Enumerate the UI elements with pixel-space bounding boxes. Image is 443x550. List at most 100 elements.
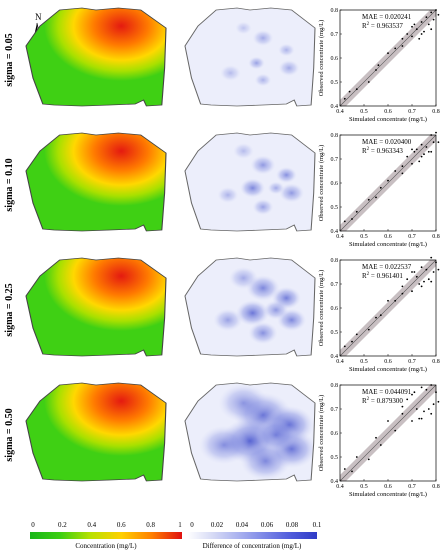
y-tick-label: 0.8: [331, 383, 339, 389]
data-point: [418, 160, 421, 163]
data-point: [375, 69, 377, 71]
data-point: [355, 456, 358, 458]
difference-colorbar-gradient: [187, 532, 317, 539]
data-point: [401, 412, 404, 415]
y-tick-label: 0.7: [331, 407, 339, 413]
x-axis-title: Simulated concentrate (mg/L): [349, 491, 427, 498]
difference-map-outline: [184, 132, 316, 232]
difference-hotspot: [220, 65, 241, 81]
x-tick-label: 0.8: [432, 109, 440, 115]
data-point: [427, 23, 430, 26]
difference-hotspot: [248, 56, 265, 70]
data-point: [406, 155, 409, 158]
concentration-map-outline: [25, 7, 167, 107]
data-point: [401, 405, 404, 408]
data-point: [418, 37, 421, 40]
identity-line: [339, 259, 437, 357]
y-tick-label: 0.8: [331, 258, 339, 264]
y-tick-label: 0.8: [331, 8, 339, 14]
r2-superscript: 2: [367, 22, 370, 27]
data-point: [420, 155, 423, 158]
y-tick-label: 0.6: [331, 431, 339, 437]
r2-label: R2 = 0.879300: [362, 397, 403, 405]
difference-hotspot: [276, 167, 297, 183]
scatter-plot: 0.4 0.5 0.6 0.7 0.8 0.4 0.5 0.6 0.7 0.8 Simulated …: [318, 383, 440, 498]
concentration-colorbar-tick: 0: [31, 521, 35, 529]
data-point: [406, 398, 409, 401]
data-point: [411, 290, 413, 293]
mae-label: MAE = 0.022537: [362, 263, 412, 271]
x-tick-label: 0.6: [384, 109, 392, 115]
x-tick-label: 0.5: [360, 359, 368, 365]
data-point: [437, 13, 440, 16]
x-tick-label: 0.8: [432, 234, 440, 240]
concentration-map: [26, 258, 166, 357]
data-point: [411, 162, 413, 165]
data-point: [343, 220, 346, 223]
row-1: sigma = 0.050.4 0.5 0.6 0.7 0.80.40.50.60.70…: [4, 7, 440, 123]
concentration-colorbar-tick: 0.8: [146, 521, 155, 529]
data-point: [432, 18, 435, 21]
data-point: [351, 470, 353, 473]
difference-colorbar-tick: 0: [190, 521, 194, 529]
data-point: [415, 408, 418, 410]
row-label: sigma = 0.25: [4, 283, 15, 336]
data-point: [343, 97, 346, 100]
x-tick-label: 0.4: [336, 359, 344, 365]
scatter-plot: 0.4 0.5 0.6 0.7 0.8 0.4 0.5 0.6 0.7 0.8 Simulated …: [318, 8, 440, 123]
north-label: N: [35, 12, 42, 22]
difference-hotspot: [218, 383, 269, 423]
data-point: [413, 23, 416, 26]
concentration-map: [26, 133, 166, 232]
data-point: [411, 420, 413, 422]
data-point: [418, 417, 421, 420]
concentration-map-hotspot: [26, 133, 166, 232]
data-point: [401, 37, 404, 40]
x-tick-label: 0.5: [360, 109, 368, 115]
x-axis-title: Simulated concentrate (mg/L): [349, 241, 427, 248]
data-point: [415, 28, 418, 31]
x-tick-label: 0.5: [360, 484, 368, 490]
concentration-map-hotspot: [26, 8, 166, 107]
row-label: sigma = 0.10: [4, 158, 15, 211]
data-point: [367, 198, 370, 201]
row-label: sigma = 0.05: [4, 33, 15, 86]
data-point: [367, 458, 370, 461]
difference-map: [185, 383, 315, 482]
data-point: [427, 150, 430, 153]
y-tick-label: 0.8: [331, 133, 339, 139]
difference-hotspot: [263, 300, 289, 320]
mae-label: MAE = 0.020400: [362, 138, 412, 146]
data-point: [401, 165, 404, 168]
data-point: [430, 28, 433, 31]
r2-superscript: 2: [367, 147, 370, 152]
identity-line: [339, 9, 437, 107]
data-point: [415, 275, 418, 278]
data-point: [420, 33, 423, 35]
data-point: [425, 388, 428, 391]
r2-value: = 0.961401: [369, 272, 403, 280]
y-tick-label: 0.7: [331, 282, 339, 288]
data-point: [367, 81, 370, 83]
data-point: [432, 141, 435, 144]
data-point: [430, 384, 433, 386]
difference-hotspot: [252, 199, 274, 215]
data-point: [435, 261, 437, 264]
identity-line: [339, 134, 437, 232]
data-point: [420, 266, 423, 269]
x-tick-label: 0.6: [384, 484, 392, 490]
concentration-colorbar-tick: 0.6: [117, 521, 126, 529]
difference-hotspot: [278, 60, 300, 76]
difference-hotspot: [255, 419, 297, 451]
mae-label: MAE = 0.020241: [362, 13, 412, 21]
x-axis-title: Simulated concentrate (mg/L): [349, 116, 427, 123]
r2-value: = 0.963343: [369, 147, 403, 155]
concentration-map-outline: [25, 382, 167, 482]
data-point: [425, 146, 428, 148]
difference-map-base: [185, 8, 315, 107]
y-axis-title: Observed concentrate (mg/L): [318, 20, 325, 97]
r2-value: = 0.963537: [369, 22, 403, 30]
scatter-plot: 0.4 0.5 0.6 0.7 0.8 0.4 0.5 0.6 0.7 0.8 Simulated …: [318, 131, 440, 248]
difference-colorbar: 0 0.02 0.04 0.06 0.08 0.1 Difference of conce…: [187, 521, 322, 550]
r2-superscript: 2: [367, 397, 370, 402]
